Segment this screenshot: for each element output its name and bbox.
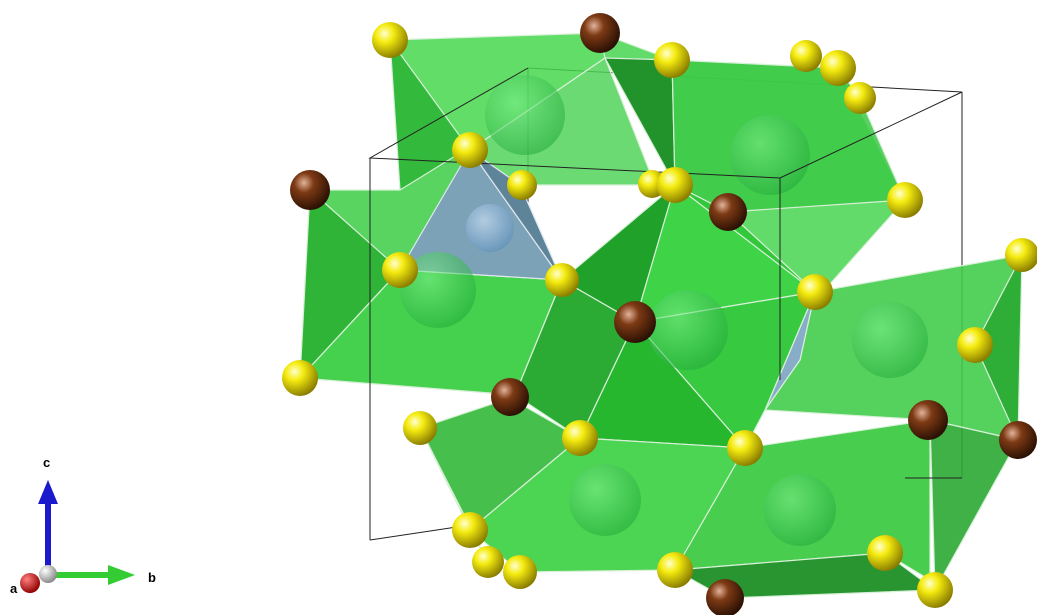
brown-atom	[614, 301, 656, 343]
green-center-atom	[852, 302, 928, 378]
brown-atom	[908, 400, 948, 440]
a-axis-label: a	[10, 581, 18, 596]
green-center-atom	[648, 290, 728, 370]
yellow-atom	[1005, 238, 1037, 272]
yellow-atom	[797, 274, 833, 310]
yellow-atom	[917, 572, 953, 608]
yellow-atom	[790, 40, 822, 72]
yellow-atom	[562, 420, 598, 456]
green-center-atom	[569, 464, 641, 536]
c-axis-arrow	[38, 480, 58, 570]
green-center-atom	[485, 75, 565, 155]
yellow-atom	[382, 252, 418, 288]
yellow-atom	[403, 411, 437, 445]
yellow-atom	[957, 327, 993, 363]
yellow-atom	[452, 132, 488, 168]
blue-center-atom	[466, 204, 514, 252]
brown-atoms	[290, 13, 1037, 615]
yellow-atom	[503, 555, 537, 589]
brown-atom	[706, 579, 744, 615]
c-axis-label: c	[43, 455, 50, 470]
yellow-atom	[887, 182, 923, 218]
blue-tetrahedron	[399, 149, 563, 281]
yellow-atom	[657, 552, 693, 588]
green-center-atom	[400, 252, 476, 328]
yellow-atom	[867, 535, 903, 571]
yellow-atom	[452, 512, 488, 548]
yellow-atom	[657, 167, 693, 203]
yellow-atom	[545, 263, 579, 297]
brown-atom	[580, 13, 620, 53]
yellow-atoms	[282, 22, 1037, 608]
b-axis-arrow	[50, 565, 135, 585]
green-center-atom	[764, 474, 836, 546]
green-center-atoms	[400, 75, 928, 546]
axis-triad: c b a	[10, 455, 156, 596]
a-axis-sphere	[20, 573, 40, 593]
yellow-atom	[282, 360, 318, 396]
brown-atom	[709, 193, 747, 231]
yellow-atom	[654, 42, 690, 78]
b-axis-label: b	[148, 570, 156, 585]
brown-atom	[491, 378, 529, 416]
yellow-atom	[507, 170, 537, 200]
yellow-atom	[820, 50, 856, 86]
yellow-atom	[472, 546, 504, 578]
brown-atom	[290, 170, 330, 210]
green-center-atom	[730, 115, 810, 195]
yellow-atom	[844, 82, 876, 114]
origin-sphere	[39, 565, 57, 583]
yellow-atom	[372, 22, 408, 58]
yellow-atom	[727, 430, 763, 466]
brown-atom	[999, 421, 1037, 459]
